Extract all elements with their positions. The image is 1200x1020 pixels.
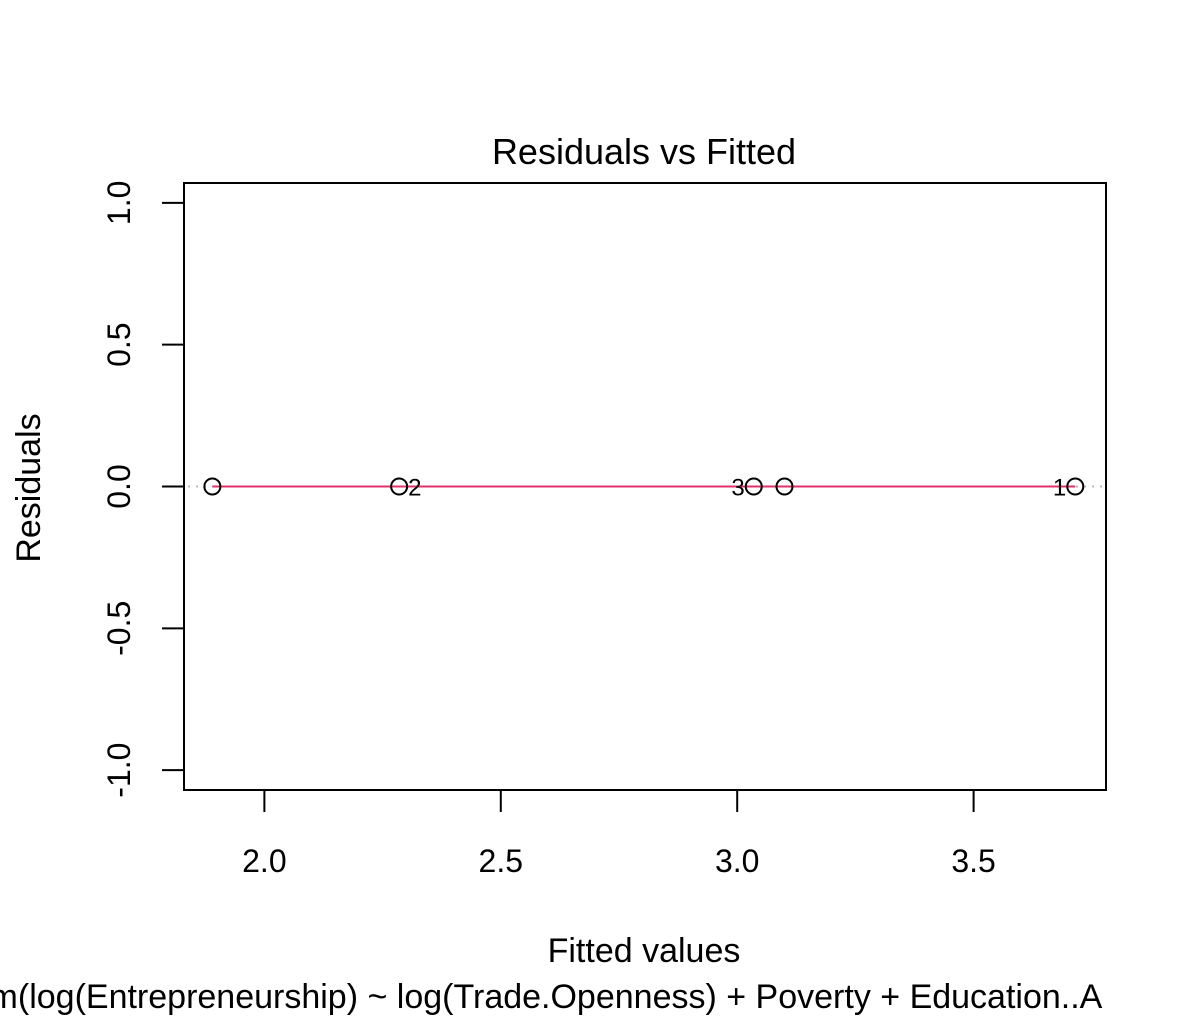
x-axis-label: Fitted values <box>548 932 741 970</box>
data-point <box>203 477 222 496</box>
x-tick-label: 3.0 <box>715 843 759 879</box>
y-tick-label: -1.0 <box>101 743 137 798</box>
x-tick-label: 2.5 <box>479 843 523 879</box>
point-label: 1 <box>1053 475 1066 502</box>
data-point <box>775 477 794 496</box>
x-tick-label: 2.0 <box>242 843 286 879</box>
data-points: 2 3 1 <box>203 475 1085 502</box>
data-point <box>390 477 409 496</box>
y-tick-label: 0.5 <box>101 322 137 366</box>
y-tick-label: -0.5 <box>101 601 137 656</box>
data-point <box>1066 477 1085 496</box>
data-point <box>744 477 763 496</box>
x-axis: 2.0 2.5 3.0 3.5 <box>242 789 996 879</box>
y-tick-label: 1.0 <box>101 181 137 225</box>
point-label: 2 <box>408 475 421 502</box>
model-formula-subtitle: lm(log(Entrepreneurship) ~ log(Trade.Ope… <box>0 978 1103 1016</box>
y-tick-label: 0.0 <box>101 464 137 508</box>
x-tick-label: 3.5 <box>951 843 995 879</box>
chart-title: Residuals vs Fitted <box>492 131 796 172</box>
point-label: 3 <box>731 475 744 502</box>
y-axis: -1.0 -0.5 0.0 0.5 1.0 <box>101 181 185 798</box>
y-axis-label: Residuals <box>10 413 48 562</box>
